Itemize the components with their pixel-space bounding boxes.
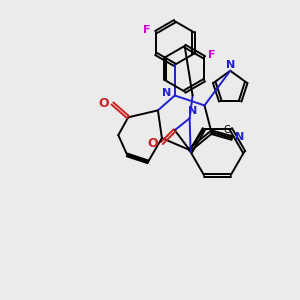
Text: F: F: [143, 25, 151, 35]
Text: N: N: [188, 106, 197, 116]
Text: C: C: [224, 125, 231, 135]
Text: N: N: [162, 88, 172, 98]
Text: O: O: [98, 97, 109, 110]
Text: N: N: [226, 60, 235, 70]
Text: O: O: [148, 136, 158, 150]
Text: N: N: [235, 132, 244, 142]
Text: F: F: [208, 50, 216, 60]
